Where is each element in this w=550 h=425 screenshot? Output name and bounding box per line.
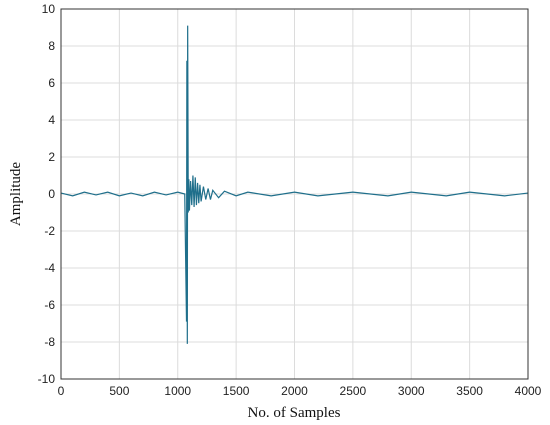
x-tick-labels: 0 500 1000 1500 2000 2500 3000 3500 4000 (58, 384, 542, 398)
y-tick-label: 0 (48, 187, 55, 201)
y-tick-label: 8 (48, 39, 55, 53)
y-tick-label: -10 (38, 372, 56, 386)
series-line (60, 25, 529, 344)
y-tick-label: -6 (44, 298, 55, 312)
x-tick-label: 500 (109, 384, 129, 398)
y-tick-label: -4 (44, 261, 55, 275)
y-tick-label: 6 (48, 76, 55, 90)
plot-frame (60, 8, 529, 380)
x-tick-label: 4000 (515, 384, 542, 398)
y-axis-label: Amplitude (8, 162, 24, 227)
x-tick-label: 1000 (164, 384, 191, 398)
series-layer (60, 25, 529, 344)
y-tick-label: -8 (44, 335, 55, 349)
y-tick-labels: -10 -8 -6 -4 -2 0 2 4 6 8 10 (38, 2, 56, 386)
y-tick-label: -2 (44, 224, 55, 238)
y-tick-label: 10 (42, 2, 56, 16)
x-tick-label: 1500 (223, 384, 250, 398)
y-tick-label: 2 (48, 150, 55, 164)
x-tick-label: 0 (58, 384, 65, 398)
x-axis-label: No. of Samples (248, 405, 341, 421)
y-tick-label: 4 (48, 113, 55, 127)
x-tick-label: 3000 (398, 384, 425, 398)
grid-lines (60, 8, 529, 380)
x-tick-label: 3500 (456, 384, 483, 398)
x-tick-label: 2500 (340, 384, 367, 398)
x-tick-label: 2000 (281, 384, 308, 398)
